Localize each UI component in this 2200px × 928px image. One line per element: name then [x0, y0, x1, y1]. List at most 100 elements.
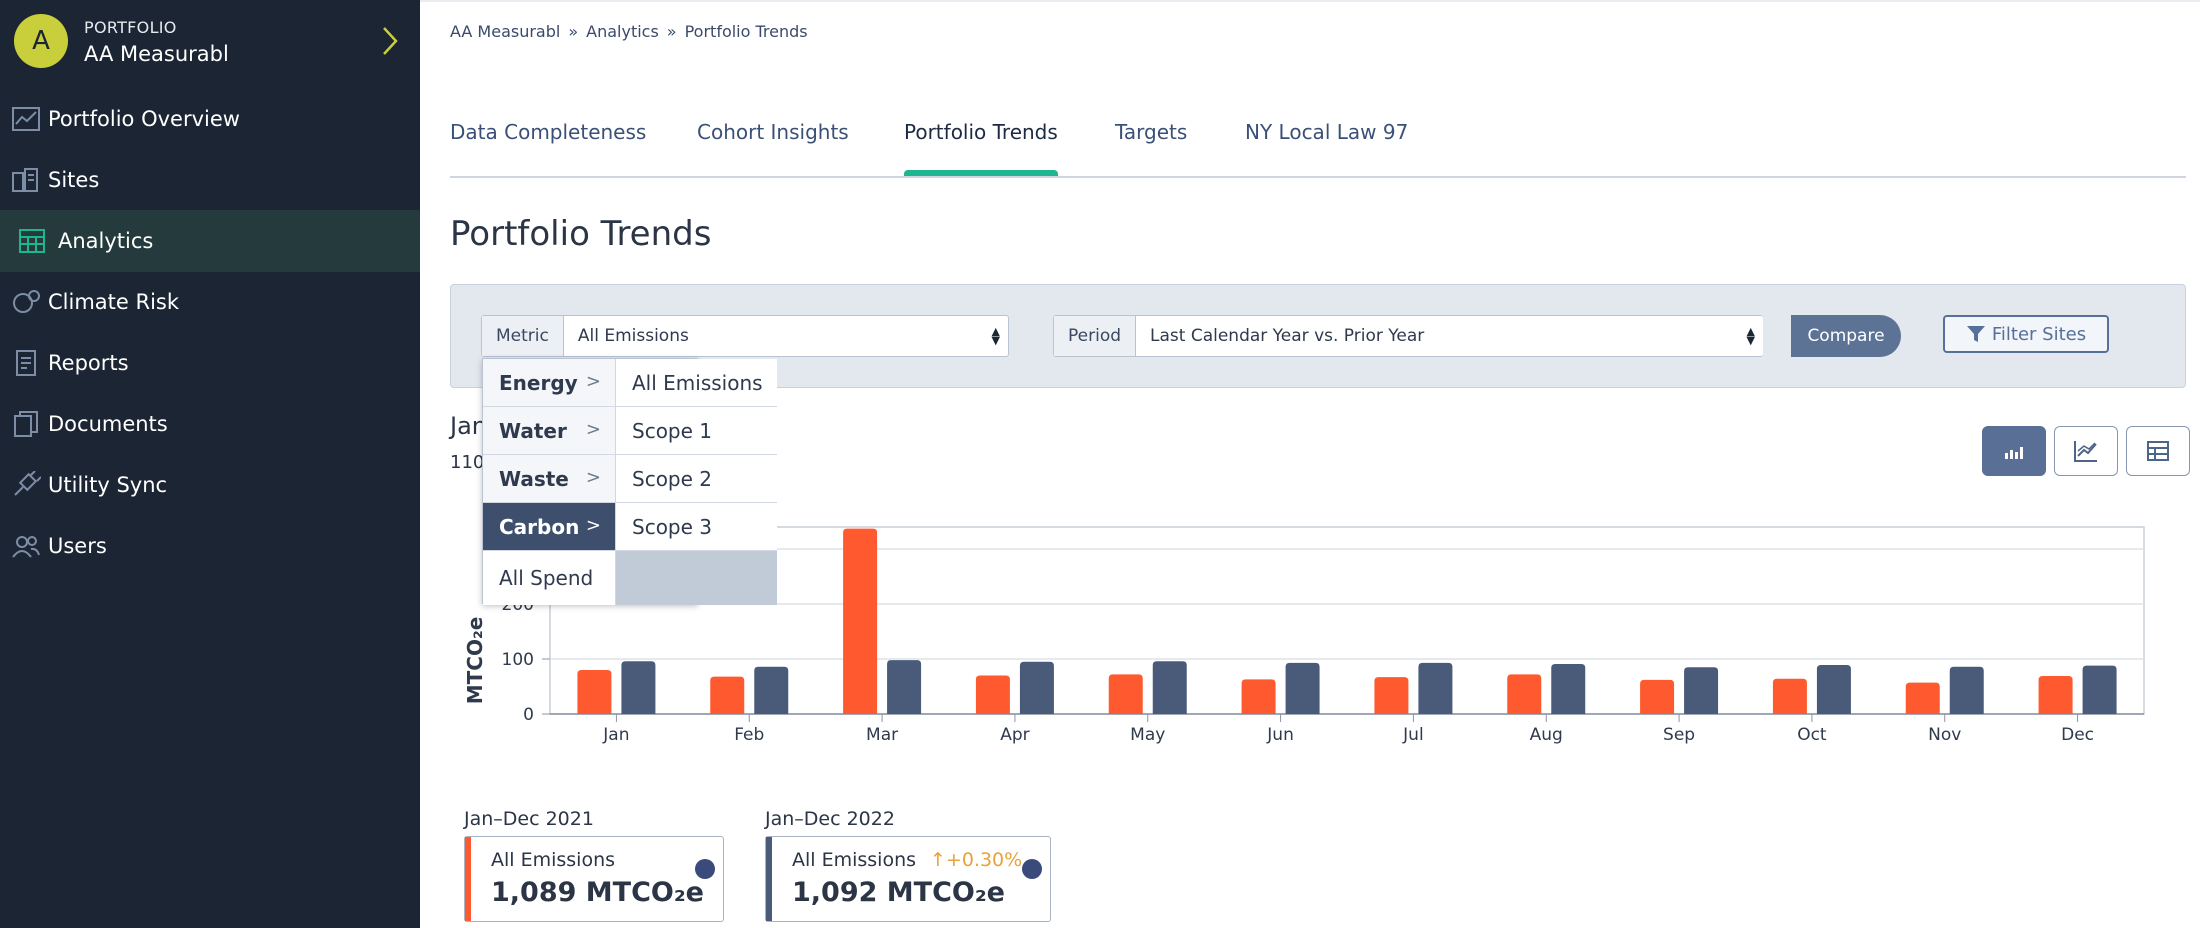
tab-portfolio-trends[interactable]: Portfolio Trends	[904, 120, 1058, 144]
active-tab-indicator	[904, 170, 1058, 176]
metric-dropdown: Energy > Water > Waste > Carbon > All Spend …	[482, 358, 777, 605]
chart-subtitle: 110	[450, 452, 485, 473]
plug-icon	[6, 470, 46, 500]
card-metric-label: All Emissions	[792, 849, 917, 871]
period-label: Period	[1054, 316, 1137, 356]
chevron-right-icon[interactable]	[372, 24, 406, 58]
dropdown-category-waste[interactable]: Waste >	[483, 455, 615, 503]
info-icon[interactable]	[1022, 859, 1042, 879]
card-period-2022: Jan–Dec 2022	[765, 808, 895, 830]
category-label: Water	[499, 418, 567, 443]
table-view-button[interactable]	[2126, 426, 2190, 476]
sidebar-item-sites[interactable]: Sites	[0, 149, 420, 211]
bar-aug-series-1	[1551, 663, 1586, 714]
delta-badge: ↑+0.30%	[930, 849, 1023, 871]
filter-icon	[1966, 326, 1985, 342]
bar-dec-series-1	[2082, 665, 2117, 714]
x-tick-label: Nov	[1928, 725, 1961, 745]
tab-targets[interactable]: Targets	[1115, 120, 1188, 144]
bar-apr-series-1	[1019, 661, 1054, 714]
compare-button[interactable]: Compare	[1791, 315, 1901, 357]
select-arrows-icon: ▲ ▼	[1746, 325, 1755, 347]
breadcrumb-item-current: Portfolio Trends	[684, 22, 808, 41]
bar-apr-series-0	[975, 675, 1010, 714]
page-title: Portfolio Trends	[450, 214, 712, 254]
x-tick-label: Oct	[1797, 725, 1827, 745]
sidebar-item-label: Users	[48, 534, 107, 558]
x-tick-label: Sep	[1663, 725, 1695, 745]
info-icon[interactable]	[695, 859, 715, 879]
sidebar-item-utility-sync[interactable]: Utility Sync	[0, 454, 420, 516]
card-period-2021: Jan–Dec 2021	[464, 808, 594, 830]
plot-frame	[549, 526, 2145, 715]
bar-nov-series-1	[1949, 666, 1984, 714]
period-value: Last Calendar Year vs. Prior Year	[1150, 326, 1425, 346]
dropdown-option-all-emissions[interactable]: All Emissions	[615, 359, 777, 407]
dropdown-category-energy[interactable]: Energy >	[483, 359, 615, 407]
x-tick-label: Aug	[1530, 725, 1563, 745]
filter-sites-button[interactable]: Filter Sites	[1943, 315, 2109, 353]
bar-chart-icon	[2005, 447, 2023, 459]
x-tick-label: May	[1130, 725, 1165, 745]
category-label: Energy	[499, 370, 578, 395]
org-name: AA Measurabl	[84, 42, 229, 66]
sidebar-item-reports[interactable]: Reports	[0, 332, 420, 394]
chevron-right-icon: >	[585, 467, 601, 488]
line-chart-icon	[2074, 441, 2097, 462]
sidebar-item-climate-risk[interactable]: Climate Risk	[0, 271, 420, 333]
globe-icon	[6, 287, 46, 317]
bar-mar-series-1	[887, 660, 922, 714]
breadcrumb-item[interactable]: AA Measurabl	[450, 22, 561, 41]
select-arrows-icon: ▲ ▼	[991, 325, 1000, 347]
report-icon	[6, 348, 46, 378]
sidebar-item-documents[interactable]: Documents	[0, 393, 420, 455]
breadcrumb-separator: »	[666, 22, 677, 41]
y-tick-label: 100	[502, 650, 534, 670]
stat-card-2021: All Emissions 1,089 MTCO₂e	[464, 836, 724, 922]
dropdown-option-scope-1[interactable]: Scope 1	[615, 407, 777, 455]
sidebar-item-analytics[interactable]: Analytics	[0, 210, 420, 272]
chevron-right-icon: >	[585, 515, 601, 536]
sidebar-item-users[interactable]: Users	[0, 515, 420, 577]
period-select[interactable]: Period Last Calendar Year vs. Prior Year…	[1053, 315, 1763, 357]
card-metric-label: All Emissions	[491, 849, 616, 871]
line-view-button[interactable]	[2054, 426, 2118, 476]
users-icon	[6, 531, 46, 561]
metric-value: All Emissions	[577, 326, 689, 346]
dropdown-category-water[interactable]: Water >	[483, 407, 615, 455]
card-accent-bar	[465, 837, 471, 921]
tab-ny-local-law-97[interactable]: NY Local Law 97	[1245, 120, 1409, 144]
dropdown-option-scope-3[interactable]: Scope 3	[615, 503, 777, 551]
sidebar-item-label: Analytics	[58, 229, 154, 253]
dropdown-category-all-spend[interactable]: All Spend	[483, 551, 615, 605]
dropdown-option-scope-2[interactable]: Scope 2	[615, 455, 777, 503]
tab-cohort-insights[interactable]: Cohort Insights	[697, 120, 849, 144]
bar-oct-series-1	[1816, 665, 1851, 714]
sidebar: A PORTFOLIO AA Measurabl Portfolio Overv…	[0, 0, 420, 928]
dropdown-category-carbon[interactable]: Carbon >	[483, 503, 615, 551]
org-switcher[interactable]: A PORTFOLIO AA Measurabl	[14, 14, 406, 72]
sidebar-item-label: Portfolio Overview	[48, 107, 240, 131]
bar-jul-series-1	[1418, 662, 1453, 714]
metric-label: Metric	[482, 316, 564, 356]
bar-view-button[interactable]	[1982, 426, 2046, 476]
metric-select[interactable]: Metric All Emissions ▲ ▼	[481, 315, 1009, 357]
sidebar-item-portfolio-overview[interactable]: Portfolio Overview	[0, 88, 420, 150]
table-icon	[2147, 441, 2169, 461]
category-label: Carbon	[499, 514, 580, 539]
sidebar-item-label: Utility Sync	[48, 473, 168, 497]
sidebar-item-label: Climate Risk	[48, 290, 180, 314]
tab-data-completeness[interactable]: Data Completeness	[450, 120, 647, 144]
x-tick-label: Jun	[1266, 725, 1294, 745]
breadcrumb-separator: »	[568, 22, 579, 41]
sidebar-item-label: Sites	[48, 168, 100, 192]
x-tick-label: Jul	[1402, 725, 1424, 745]
bar-aug-series-0	[1507, 674, 1542, 714]
breadcrumb-item[interactable]: Analytics	[586, 22, 659, 41]
org-label: PORTFOLIO	[84, 18, 177, 37]
buildings-icon	[6, 165, 46, 195]
tab-bar: Data Completeness Cohort Insights Portfo…	[450, 2, 2186, 178]
bar-jun-series-1	[1285, 662, 1320, 714]
x-tick-label: Apr	[1000, 725, 1029, 745]
